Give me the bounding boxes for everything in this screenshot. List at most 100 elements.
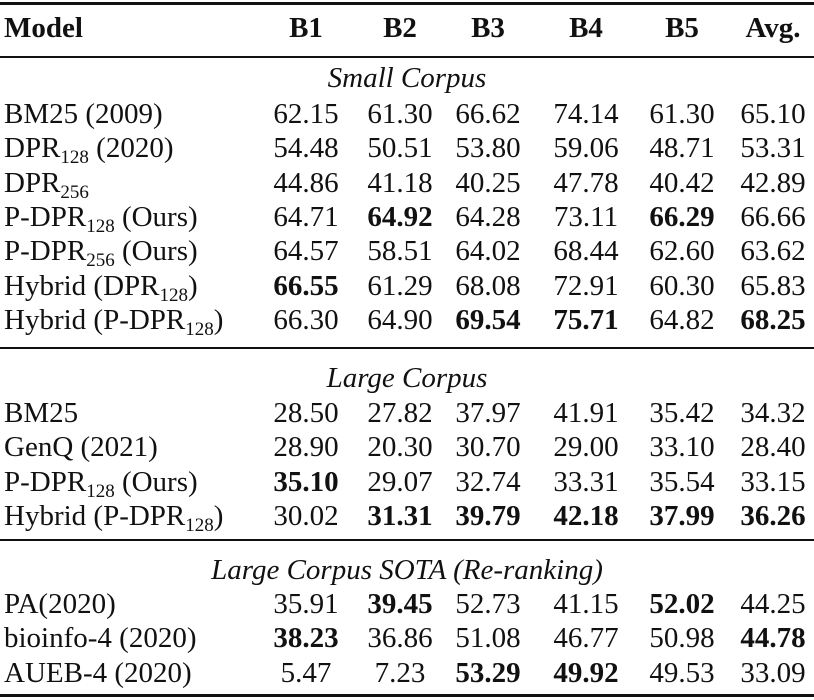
model-name-main: Hybrid (P-DPR (4, 499, 186, 532)
section-rule-1 (0, 347, 814, 349)
score-cell: 32.74 (455, 465, 521, 498)
score-cell: 62.60 (649, 235, 715, 268)
model-name: Hybrid (P-DPR128) (4, 302, 224, 339)
score-cell: 29.07 (367, 465, 433, 498)
score-cell: 66.29 (649, 200, 715, 233)
model-name-suffix: ) (213, 499, 224, 532)
table-row: DPR128 (2020) 54.48 50.51 53.80 59.06 48.71 53… (0, 130, 814, 169)
score-cell: 64.57 (273, 235, 339, 268)
score-cell: 48.71 (649, 132, 715, 165)
score-cell: 30.70 (455, 431, 521, 464)
model-name-subscript: 128 (86, 480, 115, 502)
model-name: DPR256 (4, 165, 89, 203)
model-name-suffix: (Ours) (114, 200, 198, 233)
header-avg: Avg. (745, 12, 801, 44)
score-cell: 20.30 (367, 431, 433, 464)
model-name: GenQ (2021) (4, 429, 158, 465)
model-name: P-DPR128 (Ours) (4, 199, 198, 237)
score-cell: 64.71 (273, 200, 339, 233)
score-cell: 33.31 (553, 465, 619, 498)
model-name-main: DPR (4, 132, 61, 165)
score-cell: 44.78 (740, 622, 806, 655)
table-row: GenQ (2021) 28.90 20.30 30.70 29.00 33.10 28.4… (0, 429, 814, 465)
model-name-main: BM25 (4, 397, 79, 429)
score-cell: 38.23 (273, 622, 339, 655)
score-cell: 64.28 (455, 200, 521, 233)
score-cell: 28.90 (273, 431, 339, 464)
top-rule (0, 2, 814, 5)
table-row: P-DPR128 (Ours) 35.10 29.07 32.74 33.31 35.54… (0, 464, 814, 502)
model-name: BM25 (2009) (4, 96, 163, 132)
model-name: BM25 (4, 395, 78, 431)
score-cell: 35.42 (649, 397, 715, 429)
score-cell: 65.83 (740, 269, 806, 302)
model-name-subscript: 256 (86, 250, 115, 272)
table-row: Hybrid (P-DPR128) 30.02 31.31 39.79 42.18 37.… (0, 498, 814, 535)
model-name-subscript: 128 (60, 147, 89, 169)
score-cell: 68.25 (740, 303, 806, 336)
score-cell: 33.10 (649, 431, 715, 464)
model-name-main: AUEB-4 (2020) (4, 656, 192, 689)
score-cell: 64.90 (367, 303, 433, 336)
score-cell: 36.86 (367, 622, 433, 655)
model-name-main: PA(2020) (4, 588, 116, 620)
score-cell: 64.92 (367, 200, 433, 233)
score-cell: 72.91 (553, 269, 619, 302)
model-name: P-DPR128 (Ours) (4, 464, 198, 502)
header-model: Model (4, 12, 83, 44)
score-cell: 66.30 (273, 303, 339, 336)
model-name-suffix: ) (213, 303, 224, 336)
table-row: PA(2020) 35.91 39.45 52.73 41.15 52.02 44.25 (0, 586, 814, 622)
score-cell: 50.98 (649, 622, 715, 655)
score-cell: 41.15 (553, 588, 619, 620)
score-cell: 41.18 (367, 166, 433, 199)
score-cell: 50.51 (367, 132, 433, 165)
model-name-subscript: 128 (159, 284, 188, 306)
header-row: Model B1 B2 B3 B4 B5 Avg. (0, 10, 814, 46)
score-cell: 64.02 (455, 235, 521, 268)
model-name-main: GenQ (2021) (4, 431, 158, 464)
score-cell: 66.62 (455, 98, 521, 130)
header-b3: B3 (471, 12, 505, 44)
score-cell: 49.92 (553, 656, 619, 689)
model-name-main: Hybrid (DPR (4, 269, 160, 302)
model-name-subscript: 128 (86, 215, 115, 237)
table-row: AUEB-4 (2020) 5.47 7.23 53.29 49.92 49.53 33.0… (0, 655, 814, 691)
model-name-suffix: (Ours) (114, 465, 198, 498)
score-cell: 60.30 (649, 269, 715, 302)
section-rule-2 (0, 539, 814, 541)
score-cell: 61.30 (367, 98, 433, 130)
model-name-main: BM25 (2009) (4, 98, 163, 130)
model-name-suffix: (Ours) (114, 235, 198, 268)
model-name-main: P-DPR (4, 235, 87, 268)
score-cell: 47.78 (553, 166, 619, 199)
score-cell: 49.53 (649, 656, 715, 689)
score-cell: 36.26 (740, 499, 806, 532)
score-cell: 51.08 (455, 622, 521, 655)
header-rule (0, 56, 814, 58)
score-cell: 52.02 (649, 588, 715, 620)
model-name: Hybrid (P-DPR128) (4, 498, 224, 535)
model-name-suffix: ) (187, 269, 198, 302)
model-name: bioinfo-4 (2020) (4, 620, 197, 656)
score-cell: 37.99 (649, 499, 715, 532)
score-cell: 28.40 (740, 431, 806, 464)
model-name-main: DPR (4, 166, 61, 199)
score-cell: 29.00 (553, 431, 619, 464)
model-name-subscript: 256 (60, 181, 89, 203)
score-cell: 64.82 (649, 303, 715, 336)
table-row: Hybrid (P-DPR128) 66.30 64.90 69.54 75.71 64.… (0, 302, 814, 339)
score-cell: 66.55 (273, 269, 339, 302)
score-cell: 68.44 (553, 235, 619, 268)
score-cell: 35.54 (649, 465, 715, 498)
header-b1: B1 (289, 12, 323, 44)
score-cell: 7.23 (374, 656, 426, 689)
header-b4: B4 (569, 12, 603, 44)
model-name: PA(2020) (4, 586, 116, 622)
score-cell: 46.77 (553, 622, 619, 655)
score-cell: 54.48 (273, 132, 339, 165)
score-cell: 63.62 (740, 235, 806, 268)
score-cell: 34.32 (740, 397, 806, 429)
score-cell: 35.10 (273, 465, 339, 498)
